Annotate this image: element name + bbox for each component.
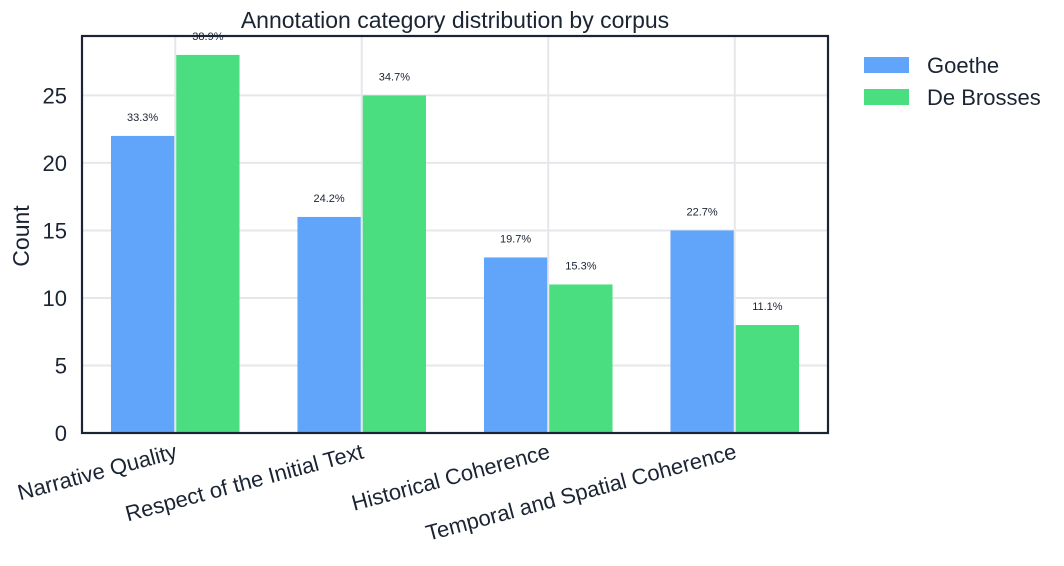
bar-labels: 33.3%24.2%19.7%22.7%38.9%34.7%15.3%11.1% — [127, 31, 783, 313]
x-tick-label: Temporal and Spatial Coherence — [423, 439, 739, 546]
y-tick-label: 15 — [43, 218, 67, 243]
bar-data-label: 11.1% — [752, 301, 783, 313]
bar-data-label: 15.3% — [565, 260, 596, 272]
y-tick-label: 20 — [43, 151, 67, 176]
y-axis-ticks: 0 5 10 15 20 25 — [43, 83, 67, 446]
legend-swatch — [864, 89, 909, 105]
legend: Goethe De Brosses — [864, 53, 1041, 110]
bar-goethe — [483, 257, 548, 433]
bar-data-label: 19.7% — [500, 233, 531, 245]
legend-label: Goethe — [927, 53, 999, 78]
chart-title: Annotation category distribution by corp… — [241, 7, 669, 33]
bar-de-brosses — [735, 324, 800, 433]
y-tick-label: 5 — [55, 353, 67, 378]
bars — [110, 54, 800, 434]
y-tick-label: 0 — [55, 421, 67, 446]
bar-goethe — [110, 135, 175, 433]
legend-swatch — [864, 57, 909, 73]
bar-data-label: 22.7% — [687, 206, 718, 218]
bar-data-label: 24.2% — [314, 193, 345, 205]
y-axis-label: Count — [8, 205, 34, 267]
legend-label: De Brosses — [927, 85, 1041, 110]
bar-goethe — [670, 230, 734, 433]
bar-data-label: 34.7% — [379, 71, 410, 83]
bar-de-brosses — [362, 95, 427, 433]
bar-de-brosses — [549, 284, 613, 433]
plot-frame — [80, 34, 830, 435]
y-tick-label: 10 — [43, 286, 67, 311]
bar-goethe — [297, 216, 361, 433]
bar-data-label: 33.3% — [127, 112, 158, 124]
y-tick-label: 25 — [43, 83, 67, 108]
bar-de-brosses — [176, 54, 240, 434]
